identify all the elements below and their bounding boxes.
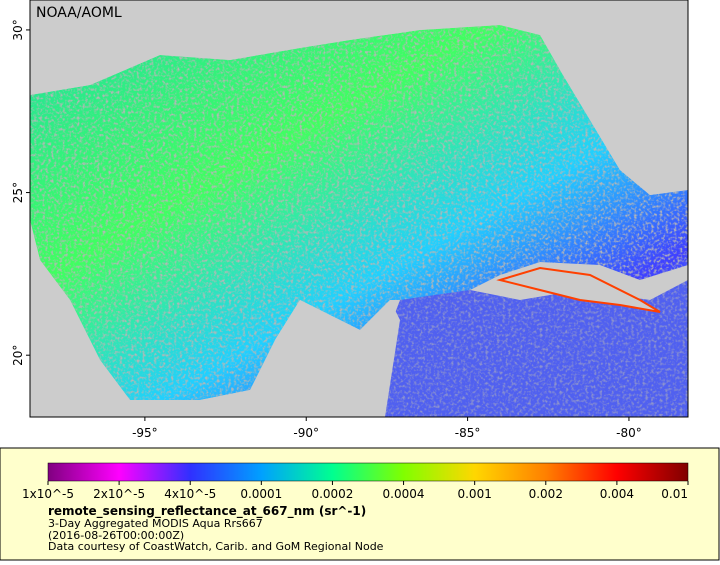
map: NOAA/AOML [30, 0, 688, 417]
cloud-mask [30, 25, 688, 400]
us-coast [30, 0, 688, 95]
color-bar-label: 0.001 [457, 487, 491, 501]
color-bar-label: 0.01 [661, 487, 688, 501]
mexico [30, 220, 270, 417]
color-bar-label: 0.0004 [383, 487, 425, 501]
florida [560, 20, 688, 195]
legend-dataset: 3-Day Aggregated MODIS Aqua Rrs667 [48, 517, 263, 530]
credit: NOAA/AOML [36, 5, 122, 21]
lat-tick-label: 30° [11, 19, 25, 40]
yucatan [270, 300, 400, 417]
cuba [496, 266, 661, 313]
color-bar-label: 2x10^-5 [93, 487, 145, 501]
legend-variable: remote_sensing_reflectance_at_667_nm (sr… [48, 504, 366, 519]
color-bar [47, 462, 689, 482]
color-bar-label: 0.004 [600, 487, 634, 501]
caribbean-mask [380, 280, 688, 417]
color-bar-label: 4x10^-5 [164, 487, 216, 501]
legend-courtesy: Data courtesy of CoastWatch, Carib. and … [48, 540, 384, 553]
lat-tick-label: 25° [11, 182, 25, 203]
color-bar-label: 0.002 [529, 487, 563, 501]
color-bar-label: 1x10^-5 [22, 487, 74, 501]
map-frame [29, 0, 689, 418]
lon-tick-label: -90° [293, 426, 319, 440]
lon-tick-label: -85° [455, 426, 481, 440]
lon-tick-label: -80° [616, 426, 642, 440]
lon-tick-label: -95° [132, 426, 158, 440]
color-bar-label: 0.0002 [311, 487, 353, 501]
legend-time: (2016-08-26T00:00:00Z) [48, 529, 184, 542]
color-bar-label: 0.0001 [240, 487, 282, 501]
lat-tick-label: 20° [11, 345, 25, 366]
